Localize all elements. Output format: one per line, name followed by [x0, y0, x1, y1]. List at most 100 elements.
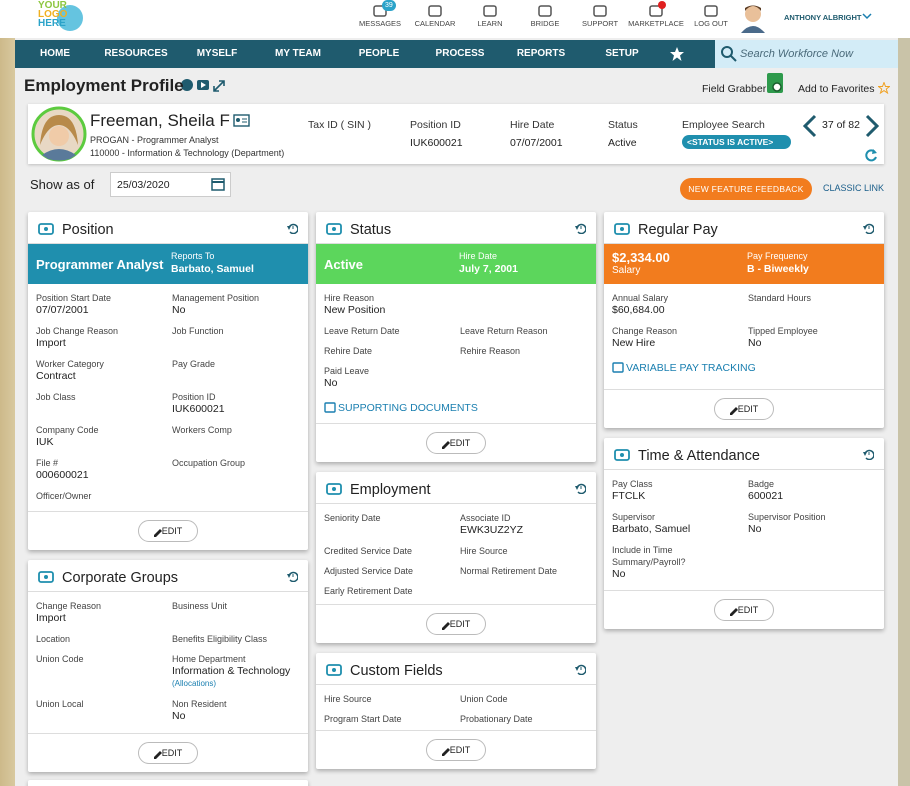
logo-text: LOGO	[38, 9, 68, 20]
edit-button[interactable]: EDIT	[426, 613, 486, 635]
employee-search-chip[interactable]: <STATUS IS ACTIVE>	[682, 135, 792, 149]
field-grid: Seniority Date Associate ID EWK3UZ2YZ Credi…	[316, 504, 596, 597]
nav-item[interactable]: PROCESS	[435, 48, 485, 59]
card-title: Status	[350, 222, 392, 238]
search-placeholder[interactable]: Search Workforce Now	[740, 48, 854, 60]
card: Position Programmer Analyst Reports To Barb…	[28, 212, 308, 550]
field-label: Tipped Employee	[748, 326, 818, 336]
field-value: New Position	[324, 304, 386, 316]
field-label: Position ID	[172, 392, 216, 402]
banner-side-value[interactable]: Barbato, Samuel	[171, 263, 254, 275]
nav-item[interactable]: HOME	[40, 48, 70, 59]
card-link[interactable]: VARIABLE PAY TRACKING	[604, 350, 884, 374]
top-icon-label[interactable]: BRIDGE	[530, 19, 560, 28]
field: Hire Source	[324, 693, 452, 705]
next-card	[28, 780, 308, 786]
card-header: Status	[316, 212, 596, 244]
edit-button[interactable]: EDIT	[426, 739, 486, 761]
field-value: Import	[36, 612, 66, 624]
banner-main: Active	[324, 257, 364, 272]
search-box[interactable]	[715, 40, 898, 68]
user-avatar[interactable]	[740, 3, 766, 33]
card-divider	[316, 423, 596, 424]
favorites-icon[interactable]	[878, 82, 890, 94]
date-input[interactable]	[110, 172, 231, 197]
top-icon-label[interactable]: CALENDAR	[414, 19, 456, 28]
field: Probationary Date	[460, 713, 588, 725]
top-icon	[649, 5, 663, 17]
edit-button[interactable]: EDIT	[426, 432, 486, 454]
user-menu-chevron[interactable]	[862, 13, 872, 21]
classic-link[interactable]: CLASSIC LINK	[823, 183, 885, 193]
page-action[interactable]: Add to Favorites	[798, 83, 875, 95]
card-divider	[28, 733, 308, 734]
field-label: Company Code	[36, 425, 99, 435]
page-action[interactable]: Field Grabber	[702, 83, 767, 95]
field-label: Seniority Date	[324, 513, 381, 523]
field-grabber-icon[interactable]	[766, 72, 786, 96]
top-icon-label[interactable]: LOG OUT	[694, 19, 728, 28]
user-name[interactable]: ANTHONY ALBRIGHT	[784, 13, 862, 22]
field: Supervisor Barbato, Samuel	[612, 511, 740, 536]
card: Time & Attendance Pay Class FTCLK Badge 6000…	[604, 438, 884, 629]
field-label: Rehire Reason	[460, 346, 521, 356]
feedback-label[interactable]: NEW FEATURE FEEDBACK	[688, 184, 804, 194]
notification-dot	[658, 1, 666, 9]
field-label: Union Code	[460, 694, 508, 704]
next-employee[interactable]	[864, 114, 880, 138]
card-title: Custom Fields	[350, 663, 443, 679]
field-label: Supervisor	[612, 512, 656, 522]
edit-button[interactable]: EDIT	[714, 599, 774, 621]
nav-item[interactable]: RESOURCES	[104, 48, 168, 59]
calendar-icon[interactable]	[211, 177, 225, 191]
nav-item[interactable]: MYSELF	[196, 48, 238, 59]
top-icon-label[interactable]: LEARN	[477, 19, 503, 28]
field-label: Worker Category	[36, 359, 104, 369]
card-divider	[604, 590, 884, 591]
pencil-icon	[730, 608, 738, 616]
edit-button[interactable]: EDIT	[714, 398, 774, 420]
field-label: Credited Service Date	[324, 546, 413, 556]
top-icon-label[interactable]: MARKETPLACE	[628, 19, 684, 28]
as-of-label: Show as of	[30, 177, 95, 192]
field: Pay Grade	[172, 358, 300, 383]
previous-employee[interactable]	[802, 114, 818, 138]
field: Normal Retirement Date	[460, 565, 588, 577]
top-icon-label[interactable]: SUPPORT	[581, 19, 619, 28]
banner-side-value[interactable]: B - Biweekly	[747, 263, 809, 275]
top-icon-label[interactable]: MESSAGES	[358, 19, 402, 28]
field: Tipped Employee No	[748, 325, 876, 350]
feedback-button[interactable]	[680, 178, 812, 200]
card: Employment Seniority Date Associate ID EWK3…	[316, 472, 596, 643]
banner-side-value[interactable]: July 7, 2001	[459, 263, 518, 275]
nav-item[interactable]: PEOPLE	[358, 48, 400, 59]
pencil-icon	[154, 529, 162, 537]
field-value: EWK3UZ2YZ	[460, 524, 524, 536]
field-grid: Change Reason Import Business Unit Location…	[28, 592, 308, 723]
pencil-icon	[730, 407, 738, 415]
logo-mark	[57, 5, 83, 31]
employee-field-label: Status	[608, 119, 638, 131]
nav-item[interactable]: SETUP	[605, 48, 639, 59]
favorites-star[interactable]	[669, 46, 685, 62]
link-icon	[612, 362, 624, 373]
nav-item[interactable]: REPORTS	[516, 48, 566, 59]
page-title: Employment Profile	[24, 76, 184, 95]
edit-button[interactable]: EDIT	[138, 520, 198, 542]
title-icons[interactable]	[180, 78, 228, 94]
field: Position ID IUK600021	[172, 391, 300, 416]
edit-button[interactable]: EDIT	[138, 742, 198, 764]
field	[460, 292, 588, 317]
field: Seniority Date	[324, 512, 452, 537]
card: Status Active Hire Date July 7, 2001 Hire Re…	[316, 212, 596, 462]
card-title: Employment	[350, 482, 431, 498]
field-value: FTCLK	[612, 490, 646, 502]
as-of-date[interactable]: 25/03/2020	[117, 179, 170, 191]
banner-side-label: Reports To	[171, 251, 215, 261]
nav-item[interactable]: MY TEAM	[275, 48, 321, 59]
refresh-icon[interactable]	[864, 148, 878, 162]
card-link[interactable]: SUPPORTING DOCUMENTS	[316, 390, 596, 414]
field-label: Officer/Owner	[36, 491, 92, 501]
field-value: No	[748, 337, 762, 349]
field-note[interactable]: (Allocations)	[172, 679, 217, 688]
